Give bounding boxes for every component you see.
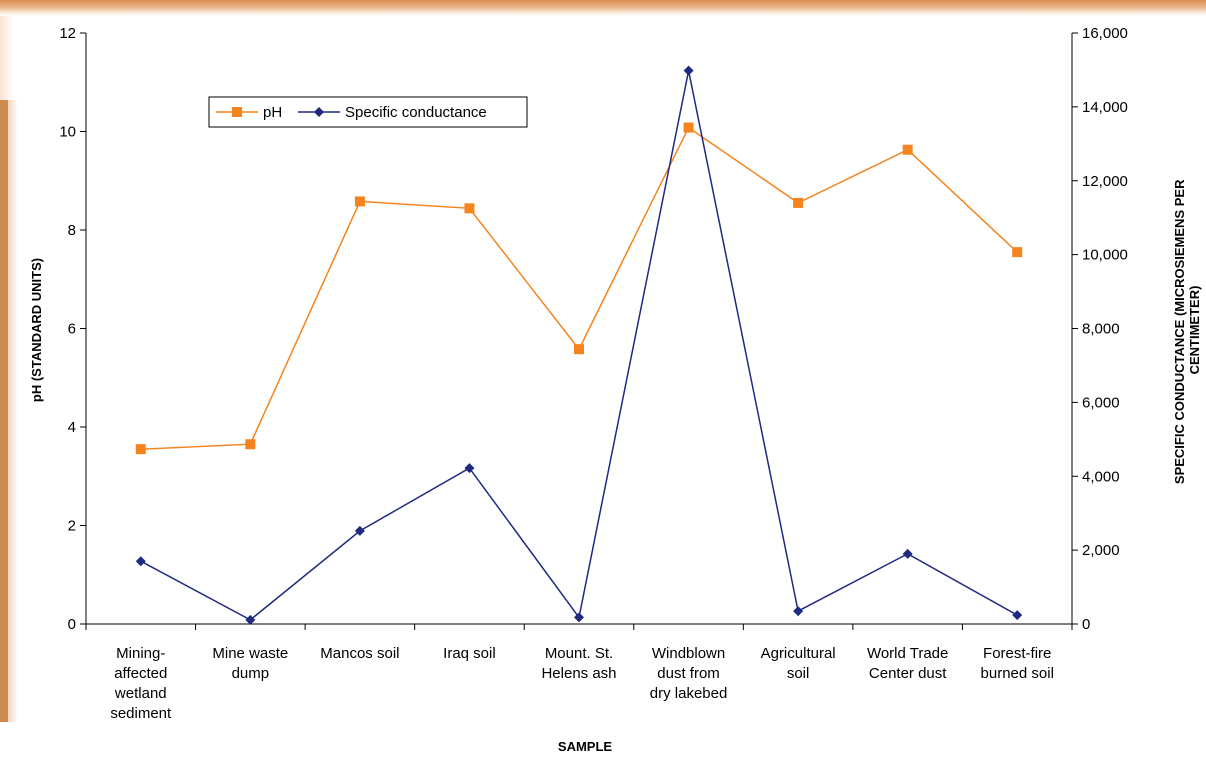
left-tick-label: 10: [59, 124, 76, 141]
right-tick-label: 12,000: [1082, 173, 1128, 190]
frame-left-shade: [0, 16, 14, 100]
x-tick-label: Mount. St. Helens ash: [541, 645, 616, 682]
x-axis: Mining-affected wetland sediment Mine waste…: [85, 623, 1073, 722]
x-tick-label: Mine waste dump: [212, 645, 288, 682]
x-tick-label: Agricultural soil: [761, 645, 836, 682]
series-line-ph: [140, 126, 1018, 450]
left-tick-label: 2: [68, 518, 76, 535]
x-tick-label-line: dust from: [657, 665, 720, 682]
specific-conductance-point: [902, 548, 913, 559]
x-tick-label-line: World Trade: [867, 645, 948, 662]
left-tick-label: 12: [59, 25, 76, 42]
y2-axis-title-line-1: SPECIFIC CONDUCTANCE (MICROSIEMENS PER: [1172, 179, 1187, 484]
x-tick-label-line: Mount. St.: [545, 645, 613, 662]
legend-ph-marker: [232, 107, 242, 117]
x-tick-label: Mancos soil: [320, 645, 399, 662]
x-tick-label-line: Mining-: [116, 645, 165, 662]
legend-box: [208, 96, 528, 128]
ph-point: [245, 439, 256, 450]
x-tick-label-line: burned soil: [981, 665, 1054, 682]
ph-point: [683, 122, 694, 133]
x-tick-label-line: Mine waste: [212, 645, 288, 662]
ph-point: [1012, 247, 1023, 258]
x-tick-label-line: dump: [232, 665, 270, 682]
frame-left-bar: [0, 100, 8, 722]
right-tick-label: 10,000: [1082, 247, 1128, 264]
x-tick-label: Mining-affected wetland sediment: [110, 645, 172, 722]
left-y-axis: 0 2 4 6 8 10 12: [59, 25, 87, 633]
series-layer: [135, 65, 1023, 625]
legend-sc-label: Specific conductance: [345, 104, 487, 121]
right-tick-label: 8,000: [1082, 321, 1120, 338]
x-tick-label-line: soil: [787, 665, 810, 682]
x-tick-label: Iraq soil: [443, 645, 496, 662]
legend-sc-marker: [314, 107, 324, 117]
specific-conductance-point: [135, 556, 146, 567]
right-tick-label: 4,000: [1082, 468, 1120, 485]
left-tick-label: 0: [68, 616, 76, 633]
right-tick-label: 16,000: [1082, 25, 1128, 42]
right-tick-label: 6,000: [1082, 394, 1120, 411]
specific-conductance-point: [1012, 610, 1023, 621]
x-tick-label-line: Agricultural: [761, 645, 836, 662]
legend-ph-label: pH: [263, 104, 282, 121]
x-tick-label: Forest-fire burned soil: [981, 645, 1054, 682]
legend: pH Specific conductance: [208, 96, 528, 128]
x-tick-label-line: Helens ash: [541, 665, 616, 682]
ph-point: [354, 196, 365, 207]
right-tick-label: 2,000: [1082, 542, 1120, 559]
x-tick-label-line: Iraq soil: [443, 645, 496, 662]
y2-axis-title-line-2: CENTIMETER): [1187, 286, 1202, 375]
x-tick-label-line: Center dust: [869, 665, 947, 682]
right-tick-label: 0: [1082, 616, 1090, 633]
specific-conductance-point: [683, 65, 694, 76]
x-tick-label-line: dry lakebed: [650, 685, 728, 702]
left-tick-label: 8: [68, 222, 76, 239]
x-tick-label: Windblown dust from dry lakebed: [650, 645, 728, 702]
y2-axis-title: SPECIFIC CONDUCTANCE (MICROSIEMENS PER C…: [1172, 176, 1202, 484]
specific-conductance-point: [793, 606, 804, 617]
specific-conductance-point: [354, 525, 365, 536]
x-tick-label-line: affected: [114, 665, 167, 682]
ph-point: [902, 144, 913, 155]
y-axis-title: pH (STANDARD UNITS): [29, 258, 44, 402]
x-axis-title: SAMPLE: [558, 739, 613, 754]
x-tick-label-line: sediment: [110, 705, 172, 722]
x-tick-label-line: Mancos soil: [320, 645, 399, 662]
x-tick-label: World Trade Center dust: [867, 645, 948, 682]
ph-point: [793, 197, 804, 208]
specific-conductance-point: [574, 612, 584, 623]
frame-left-glow: [8, 100, 18, 722]
frame-top-border: [0, 0, 1206, 16]
ph-point: [135, 444, 146, 455]
ph-point: [464, 203, 475, 214]
specific-conductance-point: [245, 614, 256, 625]
specific-conductance-point: [464, 463, 475, 474]
right-y-axis: 0 2,000 4,000 6,000 8,000 10,000 12,000 14,000 1…: [1071, 25, 1128, 633]
left-tick-label: 6: [68, 321, 76, 338]
left-tick-label: 4: [68, 419, 76, 436]
x-tick-label-line: wetland: [114, 685, 167, 702]
right-tick-label: 14,000: [1082, 99, 1128, 116]
ph-point: [574, 344, 584, 355]
x-tick-label-line: Forest-fire: [983, 645, 1051, 662]
x-tick-label-line: Windblown: [652, 645, 725, 662]
